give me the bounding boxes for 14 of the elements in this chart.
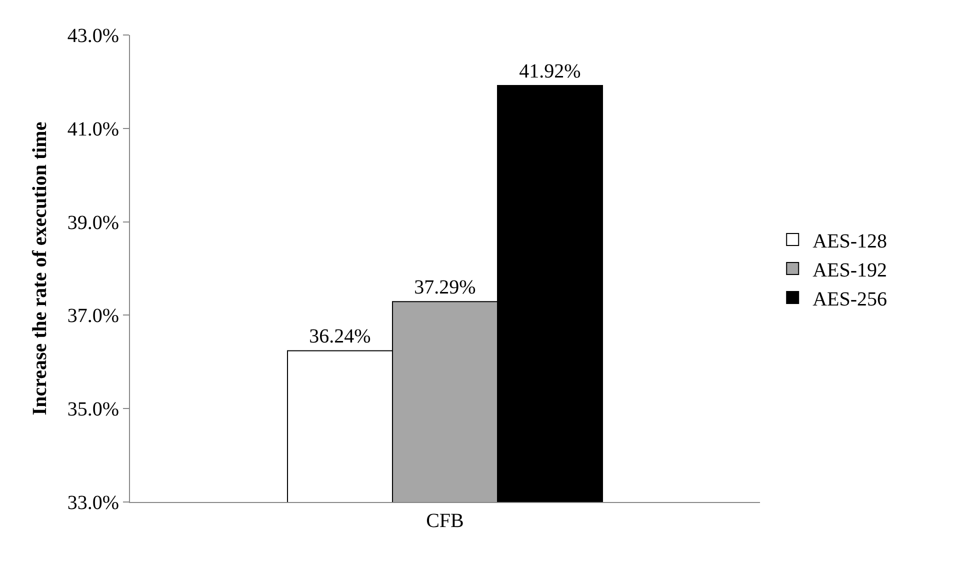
legend-label: AES-192 bbox=[812, 259, 888, 282]
data-label: 37.29% bbox=[414, 276, 476, 299]
legend-label: AES-128 bbox=[812, 230, 888, 252]
data-label: 41.92% bbox=[519, 60, 581, 82]
legend-label: AES-256 bbox=[812, 288, 888, 310]
y-axis-title: Increase the rate of execution time bbox=[28, 122, 51, 416]
y-tick-label: 41.0% bbox=[67, 118, 119, 140]
x-tick-label: CFB bbox=[426, 510, 464, 532]
y-tick-label: 33.0% bbox=[67, 492, 119, 514]
y-tick-label: 37.0% bbox=[67, 305, 119, 328]
y-tick-label: 39.0% bbox=[67, 212, 119, 234]
data-label: 36.24% bbox=[309, 326, 371, 348]
y-tick-label: 43.0% bbox=[67, 25, 119, 47]
y-tick-label: 35.0% bbox=[67, 398, 119, 421]
